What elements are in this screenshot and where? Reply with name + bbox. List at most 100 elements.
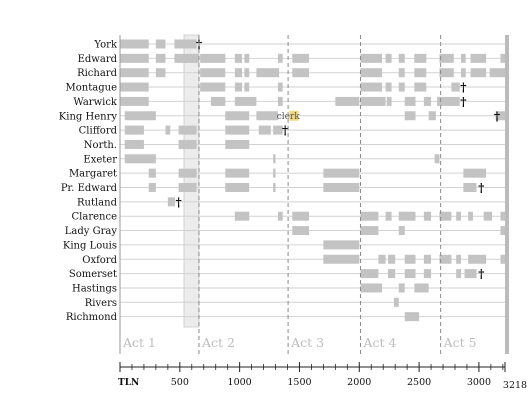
death-marker: † (460, 81, 466, 95)
presence-bar (398, 211, 416, 221)
annotation-text: clerk (277, 112, 301, 122)
presence-bar (468, 211, 473, 221)
presence-bar (398, 68, 405, 78)
row-rivers: Rivers (85, 297, 505, 309)
death-marker: † (478, 181, 484, 195)
presence-bar (456, 211, 461, 221)
presence-bar (404, 269, 416, 279)
x-axis-name: TLN (118, 378, 139, 388)
character-label: King Henry (59, 111, 118, 122)
death-marker: † (460, 95, 466, 109)
presence-bar (360, 68, 383, 78)
character-label: Exeter (83, 154, 117, 165)
character-label: Montague (66, 83, 118, 94)
presence-bar (234, 53, 243, 63)
presence-bar (200, 68, 226, 78)
death-marker: † (494, 109, 500, 123)
presence-bar (387, 254, 396, 264)
row-warwick: Warwick † (73, 95, 505, 109)
row-rutland: Rutland † (77, 195, 505, 209)
presence-bar (414, 68, 427, 78)
character-label: Rivers (85, 298, 117, 309)
character-label: Richard (77, 68, 118, 79)
row-exeter: Exeter (83, 154, 505, 165)
presence-bar (273, 154, 276, 164)
x-tick-label: 1500 (287, 377, 311, 388)
presence-bar (385, 53, 392, 63)
presence-bar (234, 82, 243, 92)
row-montague: Montague † (66, 81, 505, 95)
presence-bar (200, 53, 226, 63)
presence-bar (167, 197, 176, 207)
presence-bar (360, 269, 379, 279)
presence-bar (120, 82, 149, 92)
row-richmond: Richmond (66, 312, 505, 323)
presence-bar (360, 226, 379, 236)
presence-bar (178, 125, 197, 135)
act-label: Act 2 (201, 335, 235, 350)
presence-bar (277, 211, 283, 221)
presence-bar (273, 168, 276, 178)
presence-bar (120, 96, 149, 106)
presence-bar (386, 96, 392, 106)
presence-bar (258, 125, 271, 135)
character-label: Clifford (79, 126, 118, 137)
x-tick-label: 500 (171, 377, 189, 388)
presence-bar (178, 168, 197, 178)
presence-bar (256, 111, 278, 121)
presence-bar (495, 111, 505, 121)
character-label: Warwick (73, 97, 118, 108)
presence-bar (244, 68, 250, 78)
presence-bar (360, 53, 383, 63)
presence-bar (360, 211, 379, 221)
presence-bar (225, 168, 250, 178)
presence-bar (460, 53, 466, 63)
presence-bar (200, 82, 226, 92)
character-label: Clarence (72, 212, 118, 223)
presence-bar (456, 254, 461, 264)
presence-bar (148, 168, 156, 178)
presence-bar (439, 254, 452, 264)
presence-bar (423, 254, 432, 264)
presence-bar (423, 269, 432, 279)
x-tick-label: 1000 (228, 377, 252, 388)
character-label: Pr. Edward (61, 183, 118, 194)
presence-bar (398, 283, 405, 293)
presence-bar (225, 139, 250, 149)
presence-bar (124, 154, 156, 164)
character-label: North. (84, 140, 117, 151)
highlight-band-layer (183, 34, 200, 328)
presence-bar (500, 226, 505, 236)
presence-bar (398, 226, 405, 236)
presence-bar (500, 53, 505, 63)
x-axis: TLN 500 1000 1500 2000 2500 3000 3218 (118, 362, 527, 391)
presence-bar (404, 312, 420, 322)
row-pr-edward: Pr. Edward † (61, 181, 505, 195)
presence-bar (360, 283, 383, 293)
presence-bar (323, 240, 360, 250)
highlight-band (183, 34, 200, 328)
presence-bar (174, 39, 197, 49)
x-tick-label: 3000 (467, 377, 491, 388)
presence-bar (483, 211, 493, 221)
presence-bar (385, 82, 392, 92)
presence-bar (234, 68, 243, 78)
character-label: Edward (78, 54, 118, 65)
presence-bar (155, 68, 166, 78)
act-dividers-layer: Act 1 Act 2 Act 3 Act 4 Act 5 (119, 35, 509, 354)
presence-bar (470, 53, 487, 63)
presence-bar (120, 53, 149, 63)
presence-bar (404, 111, 416, 121)
x-end-label: 3218 (503, 380, 527, 391)
presence-bar (256, 68, 280, 78)
presence-bar (148, 183, 156, 192)
presence-bar (500, 211, 505, 221)
presence-bar (273, 183, 276, 192)
presence-bar (500, 254, 505, 264)
row-king-louis: King Louis (63, 240, 505, 251)
presence-bar (244, 82, 250, 92)
death-marker: † (478, 267, 484, 281)
presence-bar (277, 96, 283, 106)
act-label: Act 5 (443, 335, 477, 350)
